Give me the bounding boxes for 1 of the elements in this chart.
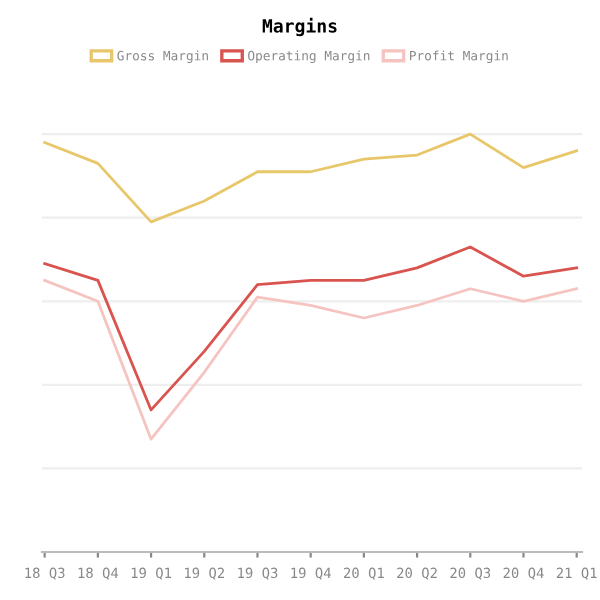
chart-title: Margins [262, 17, 337, 37]
